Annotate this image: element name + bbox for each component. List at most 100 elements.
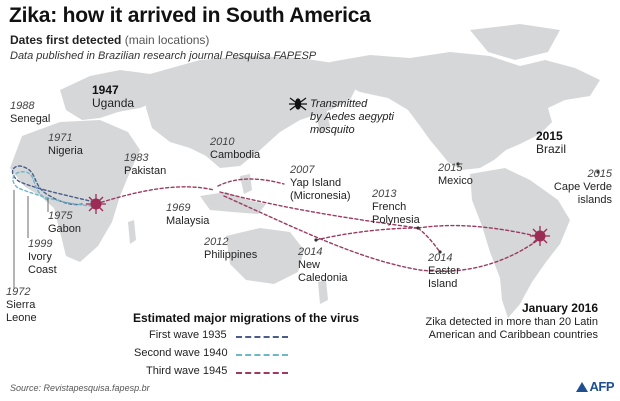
dot-cape-verde xyxy=(596,170,600,174)
landmass-japan xyxy=(316,108,330,134)
label-gabon: 1975 Gabon xyxy=(48,210,81,236)
label-name: Senegal xyxy=(10,113,51,125)
label-name: Gabon xyxy=(48,223,82,235)
label-year: 2014 xyxy=(428,252,453,264)
landmass-africa xyxy=(10,120,140,262)
label-name: (Micronesia) xyxy=(290,190,351,202)
label-year: 1972 xyxy=(6,286,31,298)
label-name: Leone xyxy=(6,312,37,324)
data-credit: Data published in Brazilian research jou… xyxy=(10,50,317,62)
dot-mexico xyxy=(456,162,460,166)
legend-swatch-first-wave xyxy=(236,336,288,338)
label-year: 2015 xyxy=(587,168,612,180)
label-year: 1969 xyxy=(166,202,191,214)
label-year: 1983 xyxy=(124,152,149,164)
legend-swatch-third-wave xyxy=(236,372,288,374)
mosquito-note-line: mosquito xyxy=(310,124,355,136)
label-year: 2015 xyxy=(438,162,463,174)
label-name: French xyxy=(372,201,407,213)
landmass-philippines xyxy=(240,174,252,194)
label-name: Island xyxy=(428,278,458,290)
label-name: Yap Island xyxy=(290,177,342,189)
landmass-asia xyxy=(146,56,360,168)
label-french-polynesia: 2013 French Polynesia xyxy=(372,188,420,227)
route-third-wave-newcal xyxy=(315,227,419,241)
label-year: 2013 xyxy=(372,188,397,200)
label-name: Uganda xyxy=(92,96,135,110)
landmass-north-america xyxy=(330,52,600,170)
label-year: 1999 xyxy=(28,238,53,250)
label-name: Easter xyxy=(428,265,460,277)
route-third-wave-easter xyxy=(417,227,441,253)
label-year: 2007 xyxy=(290,164,315,176)
route-second-wave xyxy=(12,171,93,207)
legend-swatch-second-wave xyxy=(236,354,288,356)
label-year: 1988 xyxy=(10,100,35,112)
label-year: 2014 xyxy=(298,246,323,258)
landmass-madagascar xyxy=(128,220,136,244)
label-name: Mexico xyxy=(438,175,473,187)
landmass-south-america xyxy=(470,168,570,318)
label-year: 2010 xyxy=(210,136,235,148)
label-name: Malaysia xyxy=(166,215,210,227)
label-year: 2012 xyxy=(204,236,229,248)
label-name: Sierra xyxy=(6,299,36,311)
route-third-wave-pacific xyxy=(219,191,419,229)
subtitle-note: (main locations) xyxy=(124,33,210,47)
label-name: Pakistan xyxy=(124,165,167,177)
subtitle: Dates first detected (main locations) xyxy=(10,33,209,47)
label-name: Polynesia xyxy=(372,214,420,226)
label-senegal: 1988 Senegal xyxy=(10,100,50,126)
route-third-wave-brazil xyxy=(417,224,537,237)
label-name: Cambodia xyxy=(210,149,261,161)
legend-label-second-wave: Second wave 1940 xyxy=(134,347,228,359)
label-cape-verde: 2015 Cape Verde islands xyxy=(552,168,612,207)
mosquito-note-line: Transmitted xyxy=(310,98,368,110)
mosquito-note-line: by Aedes aegypti xyxy=(310,111,394,123)
label-name: Caledonia xyxy=(298,272,348,284)
source-note: Source: Revistapesquisa.fapesp.br xyxy=(10,383,150,393)
label-cambodia: 2010 Cambodia xyxy=(210,136,260,162)
label-name: Philippines xyxy=(204,249,258,261)
mosquito-icon xyxy=(289,97,307,111)
logo-text: AFP xyxy=(589,379,615,394)
label-mexico: 2015 Mexico xyxy=(438,162,473,188)
label-year: 1947 xyxy=(92,83,119,97)
mosquito-note: Transmitted by Aedes aegypti mosquito xyxy=(310,98,394,137)
logo-triangle-icon xyxy=(575,382,588,392)
label-easter-island: 2014 Easter Island xyxy=(428,252,460,291)
legend-title: Estimated major migrations of the virus xyxy=(133,311,360,325)
outbreak-marker-brazil xyxy=(530,226,550,246)
route-third-wave-yap xyxy=(217,178,285,187)
label-name: Coast xyxy=(28,264,57,276)
dot-french-polynesia xyxy=(416,226,420,230)
dot-new-caledonia xyxy=(314,238,318,242)
label-year: 2015 xyxy=(536,129,563,143)
outbreak-marker-uganda xyxy=(86,194,106,214)
label-philippines: 2012 Philippines xyxy=(204,236,257,262)
legend-label-third-wave: Third wave 1945 xyxy=(146,365,228,377)
landmass-new-zealand xyxy=(318,280,328,304)
landmass-greenland xyxy=(470,24,560,60)
landmass-australia xyxy=(226,228,304,284)
landmass-europe xyxy=(60,70,170,120)
legend-label-first-wave: First wave 1935 xyxy=(149,329,227,341)
label-new-caledonia: 2014 New Caledonia xyxy=(298,246,348,285)
label-name: Nigeria xyxy=(48,145,83,157)
label-malaysia: 1969 Malaysia xyxy=(166,202,209,228)
label-name: New xyxy=(298,259,321,271)
label-nigeria: 1971 Nigeria xyxy=(48,132,83,158)
label-name: Ivory xyxy=(28,251,52,263)
label-year: 1975 xyxy=(48,210,73,222)
route-third-wave-malaysia-arc xyxy=(223,195,539,272)
callout-title: January 2016 xyxy=(521,301,598,315)
agency-logo: AFP xyxy=(575,379,615,394)
label-name: islands xyxy=(577,194,612,206)
dot-easter-island xyxy=(438,250,442,254)
label-year: 1971 xyxy=(48,132,73,144)
label-brazil: 2015 Brazil xyxy=(536,130,566,156)
callout-body: Zika detected in more than 20 Latin Amer… xyxy=(425,316,598,341)
label-uganda: 1947 Uganda xyxy=(92,84,134,110)
page-title: Zika: how it arrived in South America xyxy=(9,4,371,27)
